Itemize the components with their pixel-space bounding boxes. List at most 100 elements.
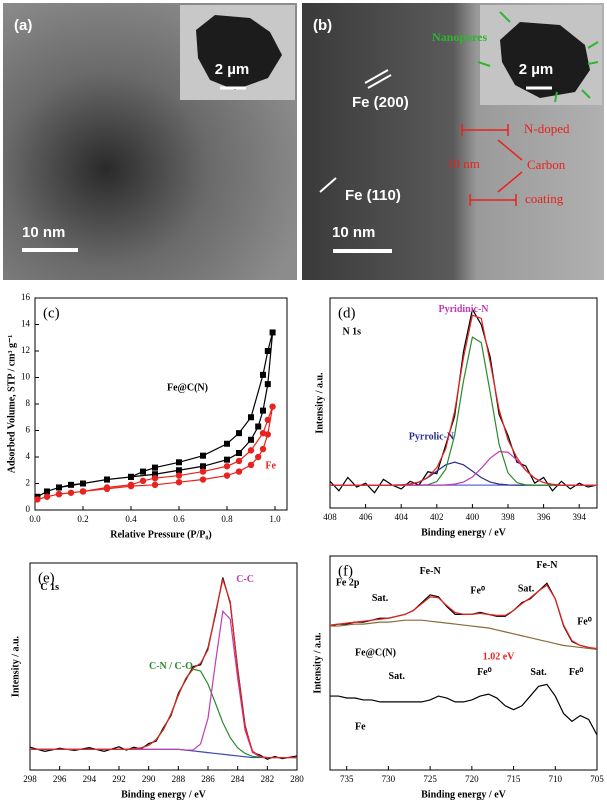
annotation: Fe⁰	[470, 585, 485, 596]
point	[248, 436, 254, 443]
particle	[500, 22, 590, 98]
series-line	[330, 450, 597, 486]
annotation: 1.02 eV	[483, 651, 515, 662]
point	[224, 456, 230, 463]
point	[34, 496, 41, 503]
x-tick-label: 730	[382, 774, 396, 784]
x-tick-label: 288	[172, 774, 186, 784]
x-tick-label: 715	[507, 774, 521, 784]
x-tick-label: 282	[261, 774, 275, 784]
point	[56, 484, 62, 491]
x-tick-label: 290	[142, 774, 156, 784]
point	[264, 381, 271, 388]
x-tick-label: 0.4	[125, 514, 137, 524]
point	[255, 453, 262, 461]
series-label: Pyrrolic-N	[409, 432, 455, 443]
point	[80, 480, 86, 487]
point	[200, 452, 206, 459]
x-tick-label: 725	[423, 774, 437, 784]
y-tick-label: 8	[26, 398, 31, 408]
point	[200, 463, 206, 470]
x-tick-label: 0.8	[221, 514, 233, 524]
particle	[196, 15, 282, 90]
y-tick-label: 0	[26, 504, 31, 514]
tem-image-b: (b) Nanopores 2 µm Fe (200) Fe (110) 10 …	[302, 3, 604, 280]
annotation: Fe 2p	[336, 578, 360, 589]
panel-label: (a)	[14, 17, 32, 34]
point	[260, 371, 266, 378]
x-axis-label: Relative Pressure (P/P₀)	[110, 529, 211, 540]
x-tick-label: 286	[201, 774, 215, 784]
y-axis-label: Adsorbed Volume, STP / cm³ g⁻¹	[6, 335, 17, 474]
point	[259, 429, 267, 437]
series-line	[330, 314, 597, 486]
x-tick-label: 0.0	[29, 514, 41, 524]
x-tick-label: 710	[549, 774, 563, 784]
annotation: Fe⁰	[569, 667, 584, 678]
x-tick-label: 292	[112, 774, 126, 784]
point	[269, 403, 276, 410]
annotation: C 1s	[40, 582, 59, 593]
point	[223, 472, 231, 479]
series-line	[329, 584, 598, 650]
y-axis-label: Intensity / a.u.	[312, 632, 323, 694]
point	[264, 416, 271, 424]
point	[269, 329, 276, 336]
series-label: Fe	[265, 461, 276, 472]
panel-label: (c)	[43, 305, 60, 321]
x-tick-label: 284	[231, 774, 245, 784]
point	[223, 463, 231, 470]
x-tick-label: 298	[23, 774, 37, 784]
plot-frame	[329, 555, 598, 771]
x-tick-label: 396	[537, 512, 551, 522]
series-label: Fe@C(N)	[355, 648, 396, 659]
point	[247, 447, 255, 454]
coating-label: N-doped	[524, 121, 570, 136]
point	[247, 461, 255, 469]
series-label: Fe	[355, 721, 366, 732]
point	[248, 414, 254, 421]
x-axis-label: Binding energy / eV	[121, 789, 207, 800]
series-label: C-C	[236, 574, 254, 585]
point	[236, 450, 242, 457]
scale-label: 10 nm	[22, 224, 65, 241]
point	[128, 473, 134, 480]
y-tick-label: 6	[26, 425, 31, 435]
y-tick-label: 4	[26, 451, 31, 461]
scale-label: 10 nm	[332, 224, 375, 241]
x-axis-label: Binding energy / eV	[421, 789, 507, 800]
point	[139, 477, 147, 485]
y-tick-label: 14	[21, 319, 31, 329]
annotation: Sat.	[372, 593, 389, 604]
point	[152, 471, 158, 478]
point	[127, 481, 135, 489]
x-tick-label: 0.2	[77, 514, 88, 524]
x-tick-label: 1.0	[269, 514, 281, 524]
x-tick-label: 404	[394, 512, 408, 522]
point	[140, 468, 146, 475]
plot-frame	[329, 297, 598, 509]
series-line	[330, 683, 598, 736]
point	[79, 488, 87, 495]
series-label: Fe@C(N)	[167, 382, 208, 393]
annotation: N 1s	[342, 327, 361, 338]
y-tick-label: 2	[26, 478, 31, 488]
series-line	[30, 668, 297, 759]
lattice-marks	[319, 69, 392, 193]
point	[235, 457, 243, 465]
coating-thickness: 10 nm	[447, 156, 480, 171]
point	[103, 484, 111, 491]
y-axis-label: Intensity / a.u.	[314, 372, 325, 434]
point	[235, 468, 243, 475]
annotation: Sat.	[530, 667, 547, 678]
point	[264, 348, 271, 354]
pore-arrows	[477, 11, 599, 103]
x-tick-label: 705	[590, 774, 604, 784]
annotation: Fe-N	[536, 560, 558, 571]
y-tick-label: 16	[21, 292, 31, 302]
panel-label: (b)	[313, 17, 332, 34]
coating-marks	[461, 124, 523, 206]
point	[260, 407, 266, 414]
x-tick-label: 720	[465, 774, 479, 784]
point	[176, 467, 182, 474]
